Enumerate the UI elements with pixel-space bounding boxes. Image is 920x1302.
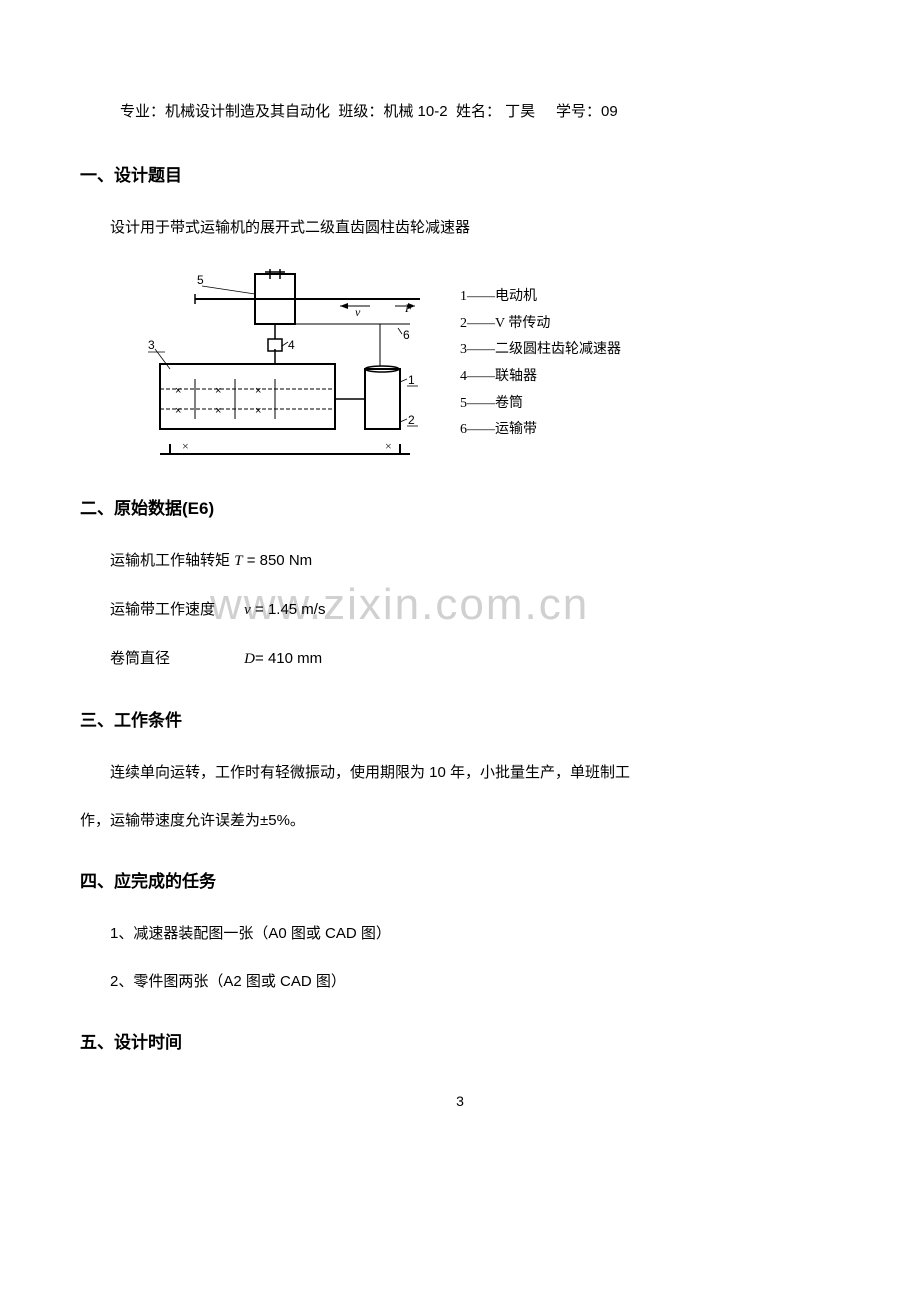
- id-label: 学号：: [556, 103, 601, 120]
- page-number: 3: [80, 1093, 840, 1109]
- id-value: 09: [601, 103, 618, 120]
- section4-heading: 四、应完成的任务: [80, 867, 840, 892]
- svg-text:4: 4: [288, 338, 295, 352]
- section1-heading: 一、设计题目: [80, 161, 840, 186]
- name-value: 丁昊: [505, 103, 535, 120]
- legend-item: 1——电动机: [460, 284, 621, 311]
- legend-item: 6——运输带: [460, 417, 621, 444]
- section3-heading: 三、工作条件: [80, 706, 840, 731]
- section3-text-line1: 连续单向运转，工作时有轻微振动，使用期限为 10 年，小批量生产，单班制工: [80, 756, 840, 789]
- legend-item: 5——卷筒: [460, 391, 621, 418]
- svg-text:×: ×: [255, 385, 261, 397]
- param-row: 运输带工作速度 v = 1.45 m/s: [80, 593, 840, 627]
- name-label: 姓名：: [456, 103, 501, 120]
- svg-text:×: ×: [182, 439, 189, 453]
- svg-text:v: v: [355, 305, 361, 319]
- svg-text:3: 3: [148, 338, 155, 352]
- task-item: 1、减速器装配图一张（A0 图或 CAD 图）: [80, 917, 840, 950]
- header-info: 专业：机械设计制造及其自动化 班级：机械 10-2 姓名： 丁昊 学号：09: [80, 100, 840, 121]
- task-item: 2、零件图两张（A2 图或 CAD 图）: [80, 965, 840, 998]
- legend-item: 3——二级圆柱齿轮减速器: [460, 337, 621, 364]
- legend-item: 2——V 带传动: [460, 311, 621, 338]
- class-label: 班级：: [338, 103, 383, 120]
- svg-text:×: ×: [385, 439, 392, 453]
- class-value: 机械 10-2: [383, 103, 447, 120]
- svg-text:×: ×: [255, 405, 261, 417]
- svg-text:1: 1: [408, 373, 415, 387]
- svg-text:6: 6: [403, 328, 410, 342]
- section2-heading: 二、原始数据(E6): [80, 494, 840, 519]
- svg-text:×: ×: [215, 385, 221, 397]
- svg-text:×: ×: [175, 385, 181, 397]
- svg-text:×: ×: [175, 405, 181, 417]
- legend-item: 4——联轴器: [460, 364, 621, 391]
- major-value: 机械设计制造及其自动化: [165, 103, 330, 120]
- section1-text: 设计用于带式运输机的展开式二级直齿圆柱齿轮减速器: [80, 211, 840, 244]
- mechanical-diagram: × × × × × × × ×: [140, 264, 430, 464]
- param-row: 运输机工作轴转矩 T = 850 Nm: [80, 544, 840, 578]
- svg-text:×: ×: [215, 405, 221, 417]
- svg-text:5: 5: [197, 273, 204, 287]
- param-row: 卷筒直径 D= 410 mm: [80, 642, 840, 676]
- diagram-legend: 1——电动机 2——V 带传动 3——二级圆柱齿轮减速器 4——联轴器 5——卷…: [460, 284, 621, 444]
- svg-text:2: 2: [408, 413, 415, 427]
- section5-heading: 五、设计时间: [80, 1028, 840, 1053]
- major-label: 专业：: [120, 103, 165, 120]
- diagram-container: × × × × × × × ×: [140, 264, 840, 464]
- section3-text-line2: 作，运输带速度允许误差为±5%。: [80, 804, 840, 837]
